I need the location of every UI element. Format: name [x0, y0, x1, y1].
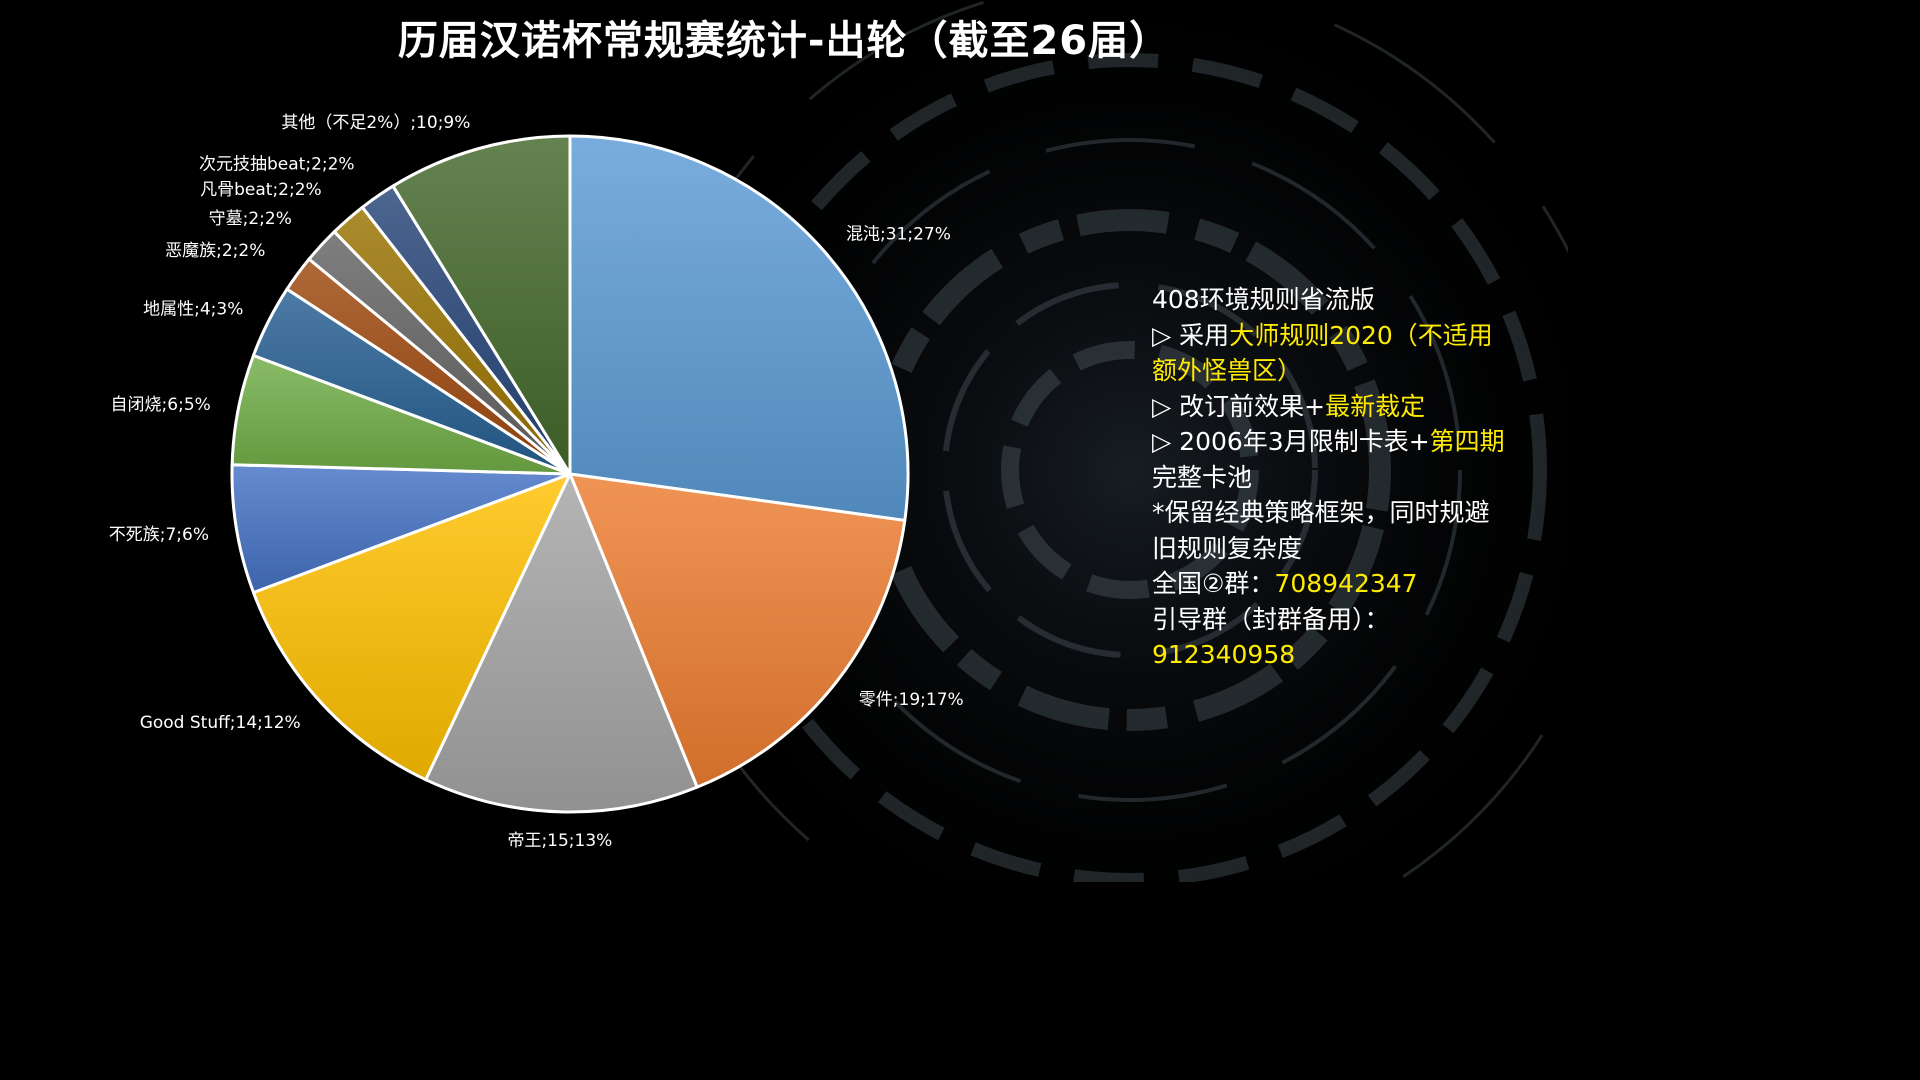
info-heading: 408环境规则省流版	[1152, 285, 1375, 314]
info-line-guide-number: 912340958	[1152, 637, 1562, 673]
slice-label: 守墓;2;2%	[209, 209, 292, 229]
info-line-banlist: ▷ 2006年3月限制卡表+第四期	[1152, 427, 1505, 456]
slice-label: 混沌;31;27%	[846, 225, 951, 245]
slice-label: 恶魔族;2;2%	[165, 241, 265, 261]
guide-group-number: 912340958	[1152, 640, 1296, 669]
info-highlight-rulings: 最新裁定	[1325, 391, 1426, 421]
slice-label: 其他（不足2%）;10;9%	[281, 113, 470, 133]
slice-label: 自闭烧;6;5%	[111, 395, 211, 415]
info-line-effects: ▷ 改订前效果+最新裁定	[1152, 391, 1426, 421]
slice-label: 地属性;4;3%	[143, 300, 243, 320]
info-highlight-master-rule: 大师规则2020（不适用	[1229, 320, 1493, 350]
slice-label: Good Stuff;14;12%	[140, 713, 301, 733]
slice-label: 不死族;7;6%	[109, 525, 209, 545]
slice-label: 凡骨beat;2;2%	[200, 180, 322, 200]
info-line-rules-cont: 额外怪兽区）	[1152, 356, 1303, 385]
rules-info-panel: 408环境规则省流版 ▷ 采用大师规则2020（不适用 额外怪兽区） ▷ 改订前…	[1152, 282, 1562, 673]
info-line-note-cont: 旧规则复杂度	[1152, 533, 1303, 563]
pie-slice	[251, 472, 572, 782]
slice-label: 次元技抽beat;2;2%	[199, 154, 355, 174]
slice-label: 零件;19;17%	[859, 690, 964, 710]
group-number: 708942347	[1274, 569, 1418, 598]
pie-slice	[391, 134, 572, 476]
chart-title: 历届汉诺杯常规赛统计-出轮（截至26届）	[397, 18, 1171, 64]
info-highlight-period: 第四期	[1429, 427, 1505, 456]
pie-slice	[230, 463, 572, 595]
info-line-guide-group: 引导群（封群备用）：	[1152, 604, 1390, 634]
pie-slice	[568, 134, 910, 522]
info-line-note: *保留经典策略框架，同时规避	[1152, 498, 1490, 527]
pie-slice	[424, 472, 699, 814]
slice-label: 帝王;15;13%	[507, 831, 612, 851]
info-line-rules: ▷ 采用大师规则2020（不适用	[1152, 320, 1493, 350]
info-line-group: 全国②群：708942347	[1152, 569, 1418, 598]
info-line-cardpool: 完整卡池	[1152, 462, 1253, 492]
pie-chart: 混沌;31;27% 零件;19;17% 帝王;15;13% Good Stuff;14…	[109, 113, 964, 851]
pie-slice	[568, 472, 907, 789]
